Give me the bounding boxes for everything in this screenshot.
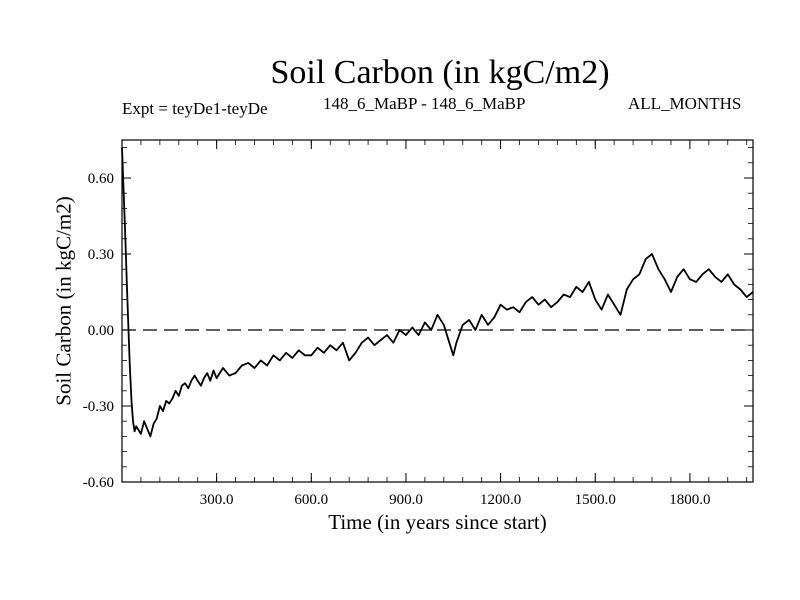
experiment-label: Expt = teyDe1-teyDe [122, 99, 268, 118]
x-axis-label: Time (in years since start) [328, 510, 547, 534]
y-tick-label: -0.60 [83, 475, 114, 491]
y-tick-label: 0.60 [88, 171, 114, 187]
period-label: 148_6_MaBP - 148_6_MaBP [323, 94, 526, 113]
x-tick-label: 900.0 [389, 492, 423, 508]
x-tick-label: 600.0 [294, 492, 328, 508]
months-label: ALL_MONTHS [628, 94, 742, 113]
series-line-soil-carbon [121, 147, 754, 438]
chart-title: Soil Carbon (in kgC/m2) [270, 54, 610, 91]
x-tick-label: 1500.0 [575, 492, 616, 508]
x-tick-label: 1800.0 [669, 492, 710, 508]
y-tick-label: 0.00 [88, 323, 114, 339]
y-tick-label: 0.30 [88, 247, 114, 263]
plot-frame [121, 139, 754, 483]
y-tick-label: -0.30 [83, 399, 114, 415]
x-tick-label: 1200.0 [480, 492, 521, 508]
x-tick-label: 300.0 [200, 492, 234, 508]
